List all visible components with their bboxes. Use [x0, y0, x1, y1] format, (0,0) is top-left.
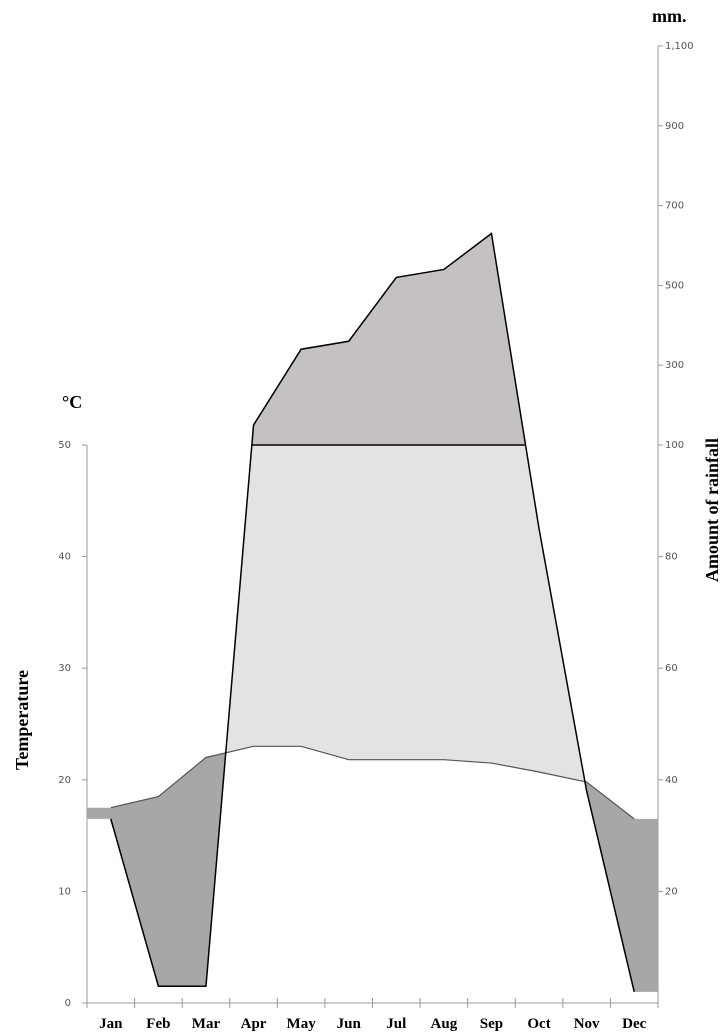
y2-tick-label: 700: [665, 201, 684, 212]
x-tick-label: Sep: [480, 1016, 503, 1032]
y-tick-label: 30: [58, 663, 71, 674]
rainfall-line: [110, 232, 635, 993]
y-axis-title: Temperature: [12, 670, 32, 770]
y2-tick-label: 60: [665, 663, 678, 674]
y2-tick-label: 1,100: [665, 41, 694, 52]
x-tick-label: Nov: [574, 1016, 600, 1032]
y-tick-label: 10: [58, 886, 71, 897]
y2-unit: mm.: [652, 6, 687, 26]
x-tick-label: May: [287, 1016, 317, 1032]
y2-axis-title: Amount of rainfall: [702, 438, 722, 582]
x-tick-label: Mar: [192, 1016, 221, 1032]
y-tick-label: 20: [58, 775, 71, 786]
y2-tick-label: 80: [665, 552, 678, 563]
x-tick-label: Feb: [146, 1016, 170, 1032]
y2-tick-label: 20: [665, 886, 678, 897]
y2-tick-label: 100: [665, 440, 684, 451]
perhumid-area: [87, 233, 658, 445]
x-tick-label: Aug: [431, 1016, 458, 1032]
y2-tick-label: 900: [665, 121, 684, 132]
x-tick-label: Jul: [386, 1016, 406, 1032]
y-tick-label: 40: [58, 552, 71, 563]
y2-tick-label: 300: [665, 360, 684, 371]
y2-tick-label: 40: [665, 775, 678, 786]
y2-tick-label: 500: [665, 280, 684, 291]
x-tick-label: Apr: [241, 1016, 267, 1032]
x-tick-label: Jun: [337, 1016, 362, 1032]
x-tick-label: Dec: [622, 1016, 646, 1032]
temperature-line: [110, 745, 635, 820]
x-tick-label: Jan: [99, 1016, 123, 1032]
y-tick-label: 0: [65, 998, 71, 1009]
y-tick-label: 50: [58, 440, 71, 451]
y-unit: °C: [62, 392, 82, 412]
x-tick-label: Oct: [527, 1016, 550, 1032]
